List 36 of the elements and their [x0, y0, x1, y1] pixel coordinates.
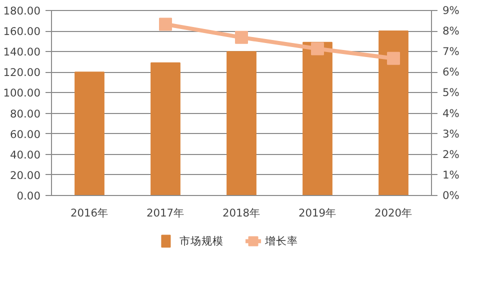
- bar: [378, 30, 408, 196]
- y2-tick-label: 2%: [442, 148, 460, 161]
- y-tick-label: 20.00: [10, 168, 41, 182]
- x-tick-label: 2019年: [298, 206, 337, 220]
- bar: [226, 51, 256, 196]
- x-tick-label: 2016年: [70, 206, 109, 220]
- y2-tick-label: 8%: [442, 24, 460, 38]
- bar: [150, 62, 180, 196]
- y-tick-label: 100.00: [3, 86, 41, 100]
- y2-tick-label: 9%: [442, 4, 460, 17]
- y2-tick-label: 0%: [442, 189, 460, 202]
- point: [311, 42, 324, 56]
- point: [387, 52, 400, 65]
- y2-tick-label: 7%: [442, 45, 460, 58]
- point: [235, 30, 248, 44]
- y-tick-label: 60.00: [10, 128, 41, 141]
- point: [159, 18, 172, 31]
- x-tick-label: 2018年: [222, 206, 261, 220]
- y-tick-label: 160.00: [3, 25, 41, 38]
- y-tick-label: 0.00: [16, 190, 41, 202]
- y-tick-label: 40.00: [10, 148, 41, 162]
- legend-label: 市场规模: [180, 234, 224, 248]
- x-tick-label: 2020年: [374, 206, 413, 220]
- y-tick-label: 140.00: [3, 46, 41, 59]
- y-tick-label: 80.00: [10, 107, 41, 120]
- x-tick-label: 2017年: [146, 206, 185, 220]
- y-tick-label: 120.00: [3, 66, 41, 80]
- y2-tick-label: 3%: [442, 127, 460, 140]
- y2-tick-label: 6%: [442, 66, 460, 79]
- y-tick-label: 180.00: [3, 4, 41, 18]
- y2-tick-label: 4%: [442, 106, 460, 120]
- bar: [74, 72, 104, 196]
- legend-label: 增长率: [264, 234, 298, 248]
- y2-tick-label: 5%: [442, 86, 460, 100]
- bar: [302, 42, 332, 196]
- y2-tick-label: 1%: [442, 168, 460, 182]
